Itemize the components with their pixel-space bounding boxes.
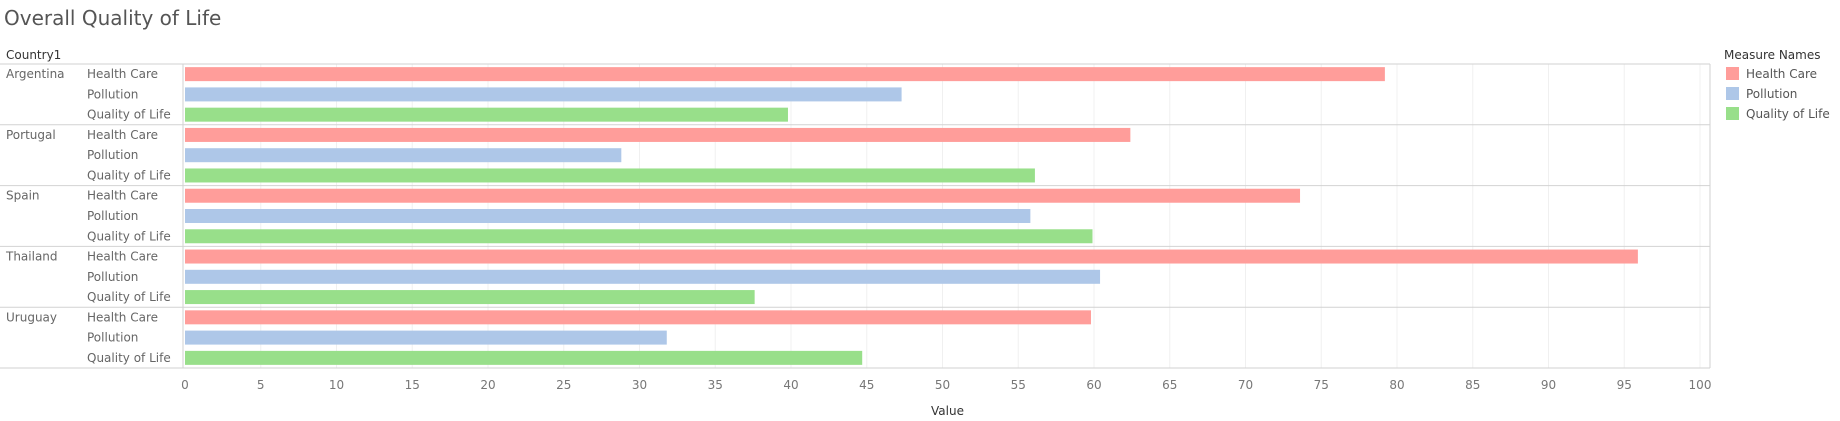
chart-title: Overall Quality of Life [4, 6, 222, 30]
bar [185, 87, 902, 102]
measure-label: Pollution [87, 270, 138, 284]
legend-swatch [1726, 67, 1739, 80]
x-tick-label: 55 [1011, 378, 1026, 392]
bar [185, 67, 1385, 82]
category-label: Argentina [6, 67, 65, 81]
x-tick-label: 10 [329, 378, 344, 392]
bar [185, 310, 1091, 325]
x-tick-label: 30 [632, 378, 647, 392]
measure-label: Quality of Life [87, 351, 171, 365]
bar [185, 188, 1301, 203]
category-label: Spain [6, 189, 40, 203]
x-tick-label: 90 [1541, 378, 1556, 392]
x-tick-label: 65 [1162, 378, 1177, 392]
bar [185, 290, 755, 305]
measure-label: Pollution [87, 209, 138, 223]
measure-label: Pollution [87, 148, 138, 162]
measure-label: Health Care [87, 310, 158, 324]
x-tick-label: 35 [708, 378, 723, 392]
bar [185, 229, 1093, 244]
x-tick-label: 50 [935, 378, 950, 392]
legend-title: Measure Names [1724, 48, 1820, 62]
legend-swatch [1726, 87, 1739, 100]
x-tick-label: 45 [859, 378, 874, 392]
bar [185, 269, 1101, 284]
x-tick-label: 100 [1689, 378, 1712, 392]
x-tick-label: 20 [480, 378, 495, 392]
measure-label: Quality of Life [87, 229, 171, 243]
x-tick-label: 60 [1086, 378, 1101, 392]
x-tick-label: 70 [1238, 378, 1253, 392]
legend-swatch [1726, 107, 1739, 120]
measure-label: Pollution [87, 87, 138, 101]
measure-label: Pollution [87, 331, 138, 345]
bar [185, 168, 1035, 183]
bar [185, 350, 863, 365]
bar [185, 209, 1031, 223]
bar [185, 107, 788, 122]
x-tick-label: 0 [181, 378, 189, 392]
x-tick-label: 95 [1617, 378, 1632, 392]
measure-label: Health Care [87, 67, 158, 81]
measure-label: Health Care [87, 189, 158, 203]
measure-label: Quality of Life [87, 108, 171, 122]
x-tick-label: 80 [1389, 378, 1404, 392]
category-label: Thailand [5, 250, 58, 264]
bar [185, 148, 622, 163]
legend-label: Pollution [1746, 87, 1797, 101]
x-tick-label: 40 [783, 378, 798, 392]
measure-label: Health Care [87, 250, 158, 264]
x-tick-label: 75 [1314, 378, 1329, 392]
bar [185, 249, 1638, 264]
category-label: Uruguay [6, 310, 57, 324]
x-axis-label: Value [931, 404, 964, 418]
x-tick-label: 25 [556, 378, 571, 392]
measure-label: Health Care [87, 128, 158, 142]
category-label: Portugal [6, 128, 56, 142]
bar [185, 127, 1131, 142]
legend-label: Quality of Life [1746, 107, 1830, 121]
x-tick-label: 5 [257, 378, 265, 392]
measure-label: Quality of Life [87, 290, 171, 304]
x-tick-label: 85 [1465, 378, 1480, 392]
legend-label: Health Care [1746, 67, 1817, 81]
x-tick-label: 15 [405, 378, 420, 392]
measure-label: Quality of Life [87, 168, 171, 182]
row-header: Country1 [6, 48, 61, 62]
bar [185, 330, 667, 345]
